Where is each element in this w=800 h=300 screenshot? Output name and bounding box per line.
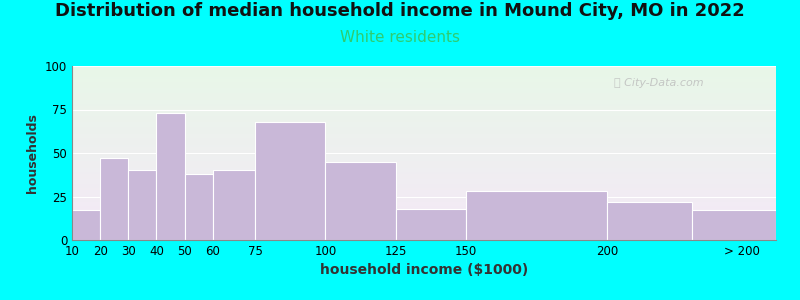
Text: ⓘ City-Data.com: ⓘ City-Data.com — [614, 78, 704, 88]
Text: Distribution of median household income in Mound City, MO in 2022: Distribution of median household income … — [55, 2, 745, 20]
Bar — [326, 162, 396, 240]
Bar — [185, 174, 213, 240]
Bar — [255, 122, 326, 240]
X-axis label: household income ($1000): household income ($1000) — [320, 263, 528, 278]
Bar — [691, 210, 776, 240]
Bar — [72, 210, 100, 240]
Y-axis label: households: households — [26, 113, 39, 193]
Bar — [466, 191, 607, 240]
Bar — [213, 170, 255, 240]
Bar — [128, 170, 157, 240]
Bar — [100, 158, 128, 240]
Text: White residents: White residents — [340, 30, 460, 45]
Bar — [607, 202, 691, 240]
Bar — [157, 113, 185, 240]
Bar — [396, 209, 466, 240]
